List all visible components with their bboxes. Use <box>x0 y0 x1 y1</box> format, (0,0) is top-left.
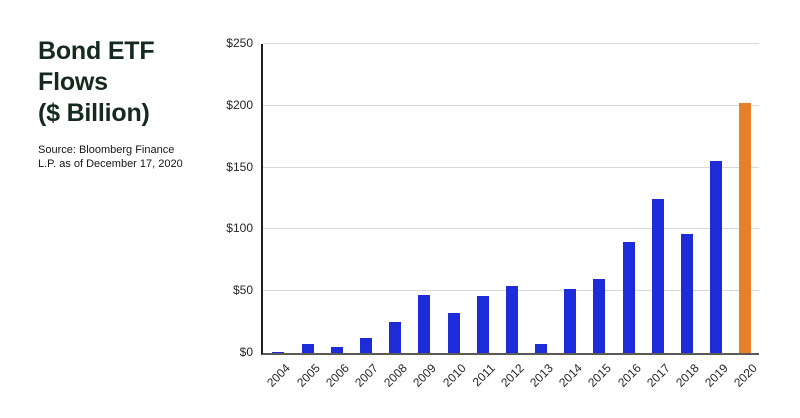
bar-2009 <box>418 294 431 353</box>
y-tick-label-150: $150 <box>226 159 253 174</box>
bar-2014 <box>564 288 577 353</box>
bar-2010 <box>447 313 460 353</box>
bar-2004 <box>272 351 285 353</box>
chart-title-line-1: Bond ETF <box>38 37 155 65</box>
bar-2008 <box>389 322 402 353</box>
bar-2018 <box>680 234 693 353</box>
bar-2020 <box>739 103 752 353</box>
gridline-250 <box>263 43 759 44</box>
bar-2007 <box>359 338 372 353</box>
y-tick-label-50: $50 <box>232 283 253 298</box>
gridline-100 <box>263 228 759 230</box>
bar-2012 <box>505 286 518 353</box>
bar-2013 <box>535 344 548 353</box>
bar-chart-plot-area: $0 $50 $100 $150 $200 $250 2004 2005 2006 2007 200… <box>226 36 760 390</box>
y-tick-label-200: $200 <box>226 97 253 112</box>
y-tick-label-250: $250 <box>226 36 253 50</box>
bar-2011 <box>476 296 489 353</box>
source-note: Source: Bloomberg Finance L.P. as of Dec… <box>38 143 238 171</box>
chart-title-line-2: Flows <box>38 68 108 96</box>
source-note-line-2: L.P. as of December 17, 2020 <box>38 158 183 170</box>
y-tick-label-0: $0 <box>239 345 253 359</box>
bar-2016 <box>622 241 635 353</box>
bar-2019 <box>710 161 723 353</box>
bar-2006 <box>330 346 343 353</box>
chart-title-line-3: ($ Billion) <box>38 99 150 127</box>
bar-2015 <box>593 278 606 353</box>
source-note-line-1: Source: Bloomberg Finance <box>38 144 175 156</box>
gridline-200 <box>263 104 759 106</box>
bar-2017 <box>651 198 664 353</box>
gridline-150 <box>263 166 759 168</box>
y-tick-label-100: $100 <box>226 221 253 236</box>
chart-title: Bond ETF Flows ($ Billion) <box>38 36 238 129</box>
bar-2005 <box>301 344 314 353</box>
chart-header: Bond ETF Flows ($ Billion) Source: Bloom… <box>38 36 238 171</box>
